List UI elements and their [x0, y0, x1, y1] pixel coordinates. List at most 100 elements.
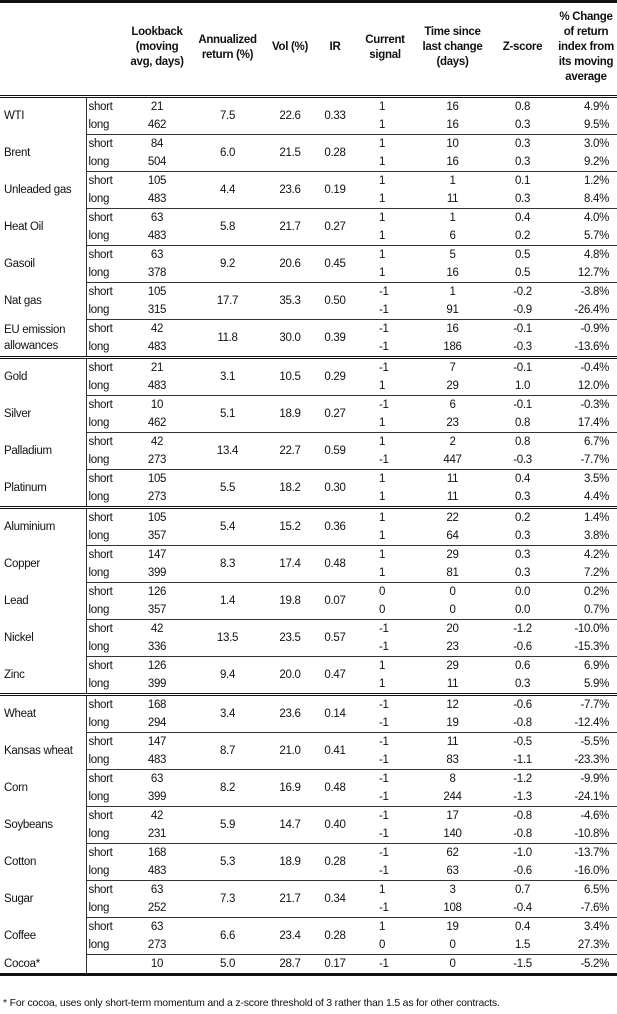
current-signal-cell: -1	[355, 843, 415, 862]
pct-change-cell: -7.7%	[580, 454, 609, 466]
time-since-change-cell: 6	[449, 230, 456, 242]
current-signal-cell: -1	[379, 865, 389, 877]
z-score-cell: 0.1	[490, 171, 555, 190]
ann-cell: 5.5	[190, 469, 265, 508]
ir-cell: 0.48	[315, 545, 355, 583]
ir-cell: 0.34	[315, 880, 355, 918]
ir-cell: 0.59	[315, 432, 355, 470]
z-score-cell: -0.6	[513, 865, 532, 877]
vol-cell: 23.6	[265, 171, 315, 209]
lookback-cell: 378	[147, 267, 167, 279]
ann-cell: 5.3	[190, 843, 265, 881]
current-signal-cell: 1	[355, 245, 415, 264]
pct-change-cell: -24.1%	[574, 791, 609, 803]
vol-cell: 21.7	[265, 208, 315, 246]
commodity-name: Zinc	[4, 668, 25, 681]
table-row: long 378 1 16 0.5 12.7%	[0, 264, 617, 283]
time-since-change-cell: 11	[446, 491, 459, 503]
vol-cell: 15.2	[265, 506, 315, 546]
term-label: long	[85, 825, 124, 844]
lookback-cell: 10	[124, 395, 190, 414]
ann-cell: 9.4	[190, 656, 265, 695]
term-label: long	[85, 788, 124, 807]
current-signal-cell: 1	[379, 156, 386, 168]
term-label: short	[85, 171, 124, 190]
pct-change-cell: -15.3%	[574, 641, 609, 653]
time-since-change-cell: 64	[446, 530, 459, 542]
current-signal-cell: 1	[379, 530, 386, 542]
pct-change-cell: 27.3%	[577, 939, 609, 951]
z-score-cell: -1.0	[490, 843, 555, 862]
pct-change-cell: 6.5%	[555, 880, 617, 899]
time-since-change-cell: 1	[415, 171, 490, 190]
table-row: Soybeans short 42 5.9 14.7 0.40 -1 17 -0.8 -4.6%	[0, 806, 617, 844]
vol-cell: 14.7	[265, 806, 315, 844]
table-row: long 462 1 16 0.3 9.5%	[0, 116, 617, 135]
current-signal-cell: -1	[379, 754, 389, 766]
ir-cell: 0.07	[315, 582, 355, 620]
table-row: long 357 1 64 0.3 3.8%	[0, 527, 617, 546]
table-row: Kansas wheat short 147 8.7 21.0 0.41 -1 11 -0.5-…	[0, 732, 617, 770]
time-since-change-cell: 447	[443, 454, 462, 466]
pct-change-cell: -12.4%	[574, 717, 609, 729]
term-label: short	[85, 693, 124, 714]
lookback-cell: 63	[124, 769, 190, 788]
table-row: Aluminium short 105 5.4 15.2 0.36 1 22 0.2 1.4%	[0, 506, 617, 546]
lookback-cell: 357	[147, 530, 167, 542]
lookback-cell: 399	[147, 791, 167, 803]
current-signal-cell: 1	[355, 880, 415, 899]
current-signal-cell: -1	[355, 732, 415, 751]
time-since-change-cell: 11	[446, 678, 459, 690]
table-row: Copper short 147 8.3 17.4 0.48 1 29 0.3 4.2%	[0, 545, 617, 583]
lookback-cell: 21	[124, 356, 190, 377]
lookback-cell: 42	[124, 432, 190, 451]
ir-cell: 0.50	[315, 282, 355, 320]
table-row: Sugar short 63 7.3 21.7 0.34 1 3 0.7 6.5%	[0, 880, 617, 918]
lookback-cell: 63	[124, 917, 190, 936]
table-row: Zinc short 126 9.4 20.0 0.47 1 29 0.6 6.9%	[0, 656, 617, 695]
current-signal-cell: -1	[355, 395, 415, 414]
lookback-cell: 147	[124, 732, 190, 751]
table-row: Silver short 10 5.1 18.9 0.27 -1 6 -0.1 -0.3%	[0, 395, 617, 433]
table-row: long 483 1 29 1.0 12.0%	[0, 377, 617, 396]
pct-change-cell: -13.7%	[555, 843, 617, 862]
table-row: long 483 1 11 0.3 8.4%	[0, 190, 617, 209]
lookback-cell: 399	[147, 567, 167, 579]
column-header-ir: IR	[315, 0, 355, 98]
time-since-change-cell: 16	[446, 119, 459, 131]
current-signal-cell: 1	[379, 230, 386, 242]
lookback-cell: 126	[124, 582, 190, 601]
z-score-cell: -0.2	[490, 282, 555, 301]
ann-cell: 8.7	[190, 732, 265, 770]
pct-change-cell: -5.5%	[555, 732, 617, 751]
ann-cell: 11.8	[190, 319, 265, 358]
z-score-cell: -0.8	[490, 806, 555, 825]
vol-cell: 16.9	[265, 769, 315, 807]
ann-cell: 5.1	[190, 395, 265, 433]
term-label: long	[85, 264, 124, 283]
table-row: Corn short 63 8.2 16.9 0.48 -1 8 -1.2 -9.9%	[0, 769, 617, 807]
term-label: short	[85, 96, 124, 116]
lookback-cell: 273	[147, 454, 167, 466]
vol-cell: 20.0	[265, 656, 315, 695]
pct-change-cell: 0.2%	[555, 582, 617, 601]
ann-cell: 5.0	[190, 954, 265, 976]
column-header-annualized-return: Annualized return (%)	[190, 0, 265, 98]
pct-change-cell: -5.2%	[555, 954, 617, 976]
commodity-name: EU emission allowances	[4, 323, 66, 352]
z-score-cell: -1.3	[513, 791, 532, 803]
z-score-cell: 0.0	[514, 604, 531, 616]
lookback-cell: 399	[147, 678, 167, 690]
commodity-name: WTI	[4, 110, 25, 123]
time-since-change-cell: 1	[415, 208, 490, 227]
current-signal-cell: 1	[355, 656, 415, 675]
ir-cell: 0.29	[315, 356, 355, 396]
lookback-cell: 42	[124, 806, 190, 825]
lookback-cell: 462	[147, 417, 167, 429]
current-signal-cell: -1	[379, 791, 389, 803]
time-since-change-cell: 22	[415, 506, 490, 527]
table-row: long 399 -1 244 -1.3 -24.1%	[0, 788, 617, 807]
term-label: long	[85, 751, 124, 770]
term-label: short	[85, 769, 124, 788]
term-label: short	[85, 843, 124, 862]
